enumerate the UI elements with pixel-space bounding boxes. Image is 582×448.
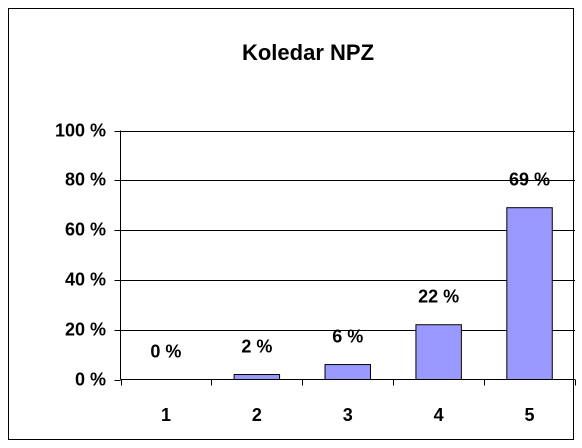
bar [324, 364, 371, 380]
y-tick-label: 20 % [65, 319, 106, 339]
x-tick-label: 5 [525, 405, 535, 425]
x-tick-label: 4 [434, 405, 444, 425]
bar [506, 207, 553, 380]
x-tick-label: 3 [343, 405, 353, 425]
y-tick-label: 60 % [65, 219, 106, 239]
y-tick-label: 40 % [65, 269, 106, 289]
data-label: 0 % [150, 341, 181, 361]
chart-title: Koledar NPZ [242, 40, 374, 65]
data-label: 2 % [241, 336, 272, 356]
data-label: 6 % [332, 326, 363, 346]
data-label: 69 % [509, 169, 550, 189]
data-label: 22 % [418, 286, 459, 306]
y-tick-label: 80 % [65, 169, 106, 189]
bar [233, 374, 281, 380]
x-tick-label: 2 [252, 405, 262, 425]
y-tick-label: 0 % [75, 369, 106, 389]
y-tick-label: 100 % [55, 120, 106, 140]
bar [415, 324, 462, 380]
chart-border [8, 8, 574, 440]
x-tick-label: 1 [161, 405, 171, 425]
